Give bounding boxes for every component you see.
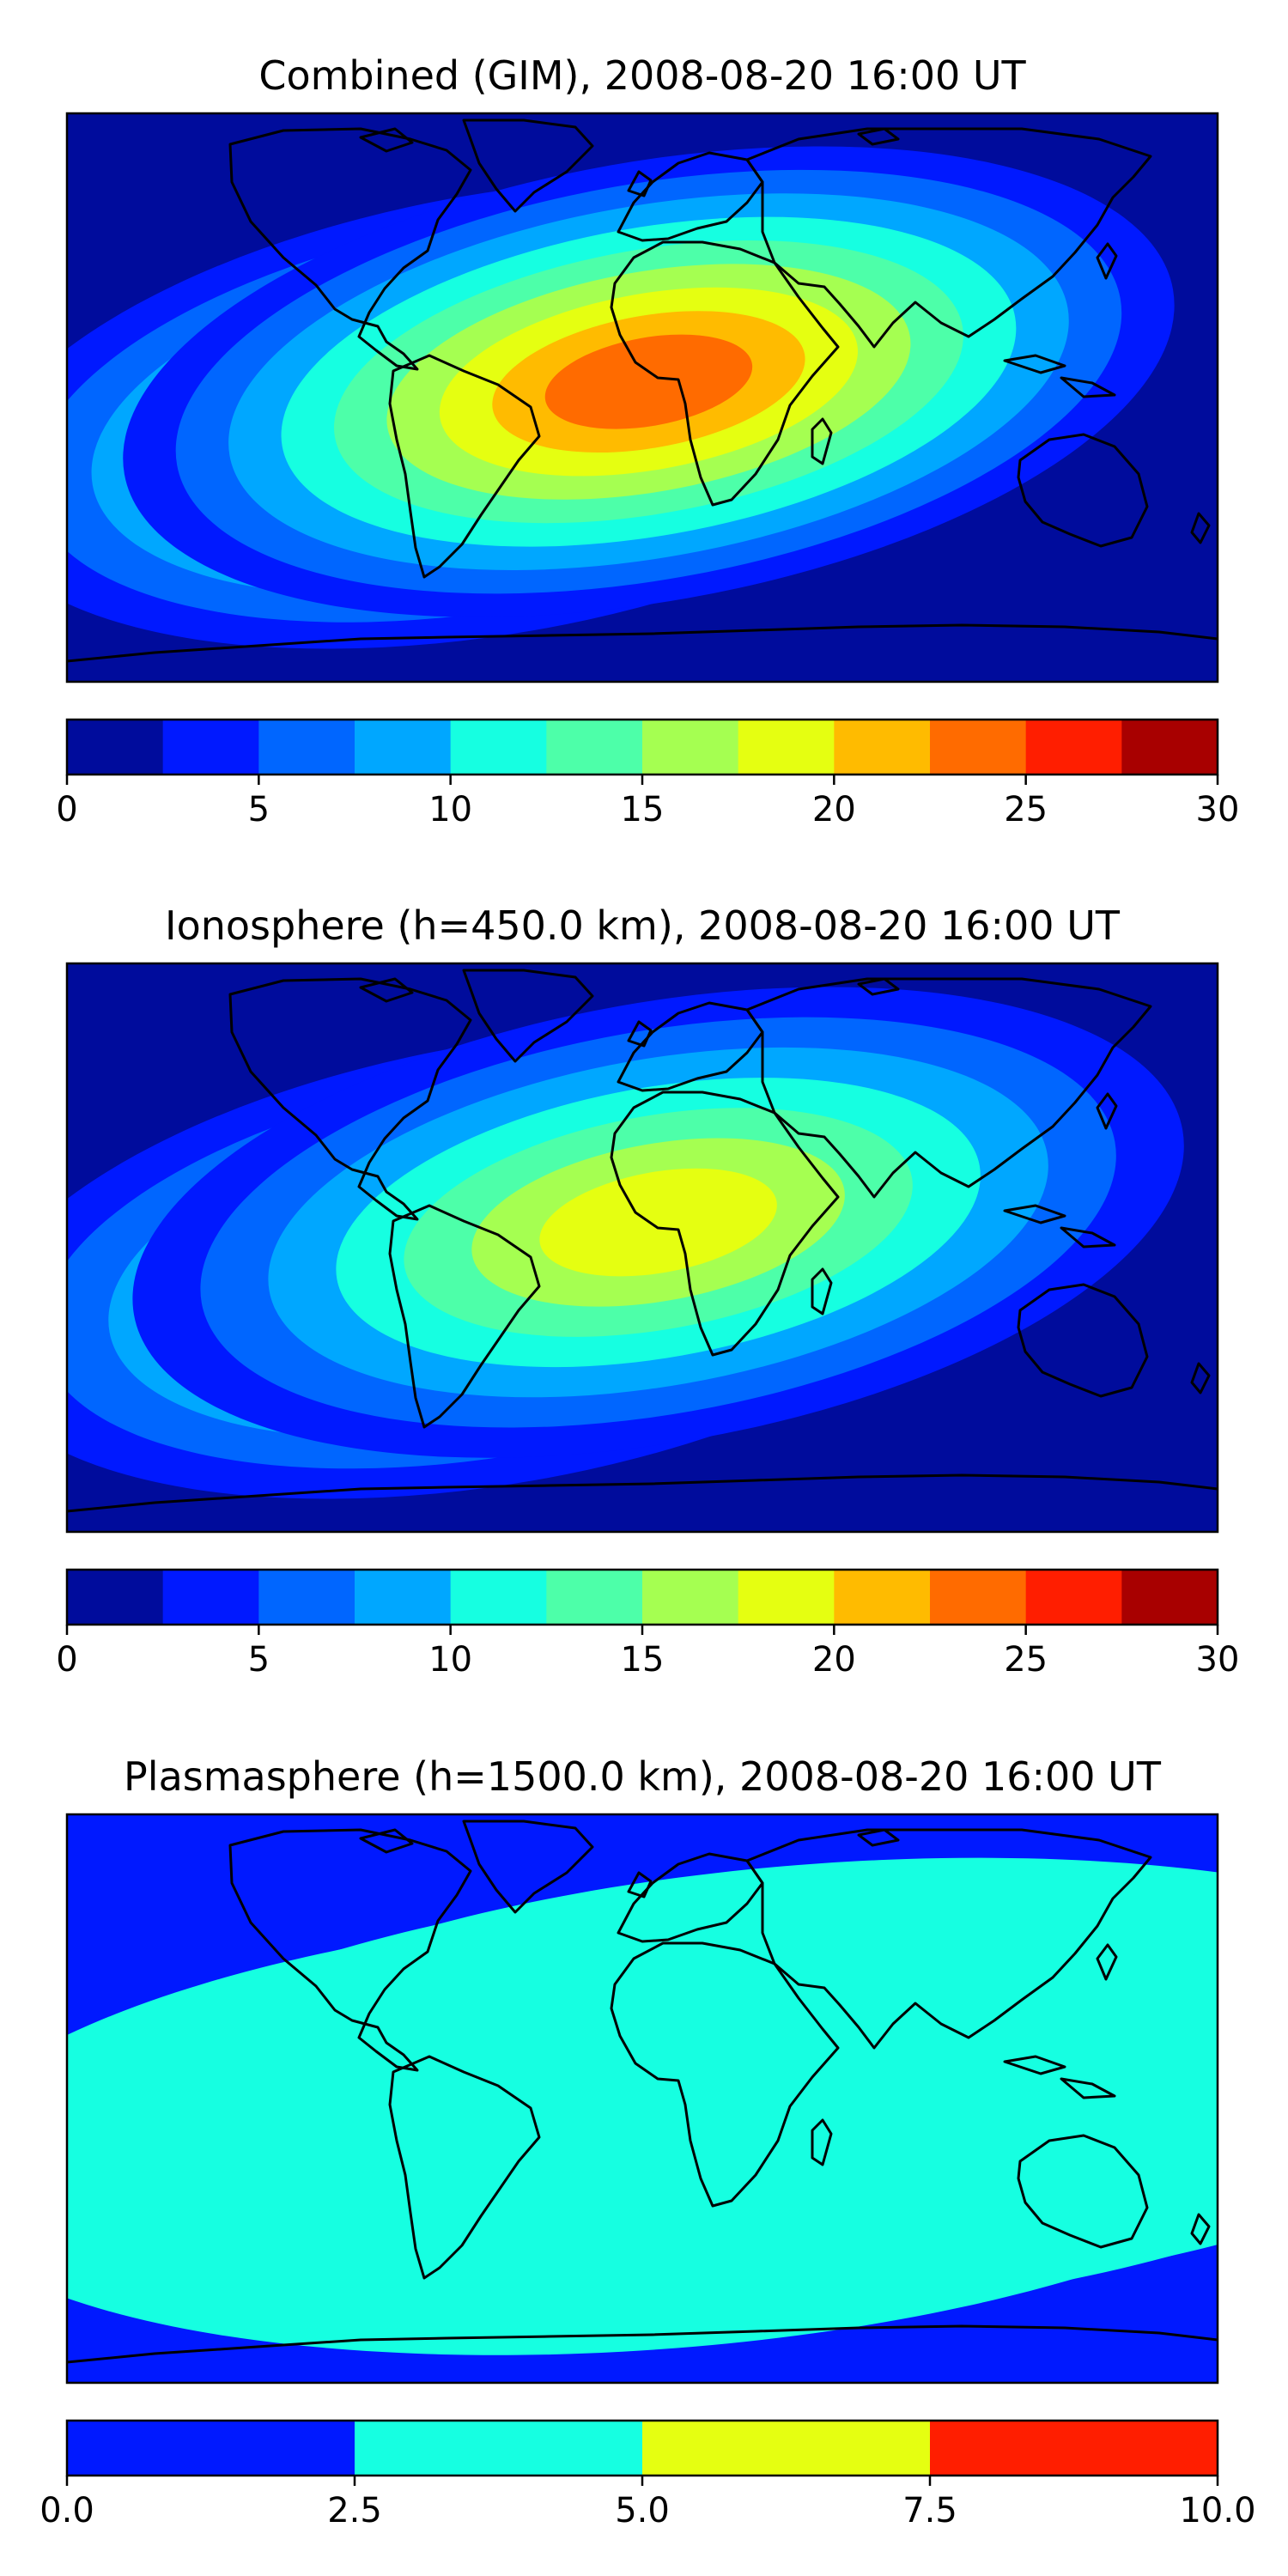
colorbar-segment — [738, 1570, 835, 1625]
colorbar-tick-label: 7.5 — [902, 2491, 957, 2530]
colorbar-segment — [355, 1570, 452, 1625]
colorbar-segment — [546, 1570, 643, 1625]
colorbar-segment — [642, 2421, 931, 2476]
panel-2: Plasmasphere (h=1500.0 km), 2008-08-20 1… — [39, 1753, 1256, 2530]
panel-title: Plasmasphere (h=1500.0 km), 2008-08-20 1… — [124, 1753, 1162, 1800]
panel-0: Combined (GIM), 2008-08-20 16:00 UT 0 5 10 1… — [56, 52, 1240, 829]
colorbar-tick-label: 10 — [428, 790, 472, 829]
colorbar-tick-label: 30 — [1196, 790, 1240, 829]
colorbar-segment — [930, 1570, 1027, 1625]
colorbar-segment — [642, 720, 739, 775]
colorbar-tick-label: 0.0 — [39, 2491, 94, 2530]
colorbar-tick-label: 5 — [248, 790, 270, 829]
panel-title: Combined (GIM), 2008-08-20 16:00 UT — [258, 52, 1026, 99]
colorbar-tick-label: 10.0 — [1179, 2491, 1255, 2530]
colorbar-tick-label: 0 — [56, 790, 77, 829]
map-frame — [65, 112, 1219, 683]
panel-title: Ionosphere (h=450.0 km), 2008-08-20 16:0… — [165, 902, 1121, 949]
colorbar-tick-label: 15 — [621, 1640, 665, 1680]
colorbar-segment — [1025, 720, 1122, 775]
colorbar-tick-label: 5 — [248, 1640, 270, 1680]
colorbar-segment — [162, 720, 259, 775]
map-area — [67, 963, 1218, 1532]
colorbar: 0 5 10 15 20 25 30 — [56, 1568, 1240, 1680]
colorbar-tick-label: 30 — [1196, 1640, 1240, 1680]
colorbar-tick-label: 5.0 — [615, 2491, 670, 2530]
map-frame — [65, 962, 1219, 1534]
colorbar: 0.0 2.5 5.0 7.5 10.0 — [39, 2419, 1256, 2530]
colorbar-tick-label: 10 — [428, 1640, 472, 1680]
colorbar-segment — [834, 720, 931, 775]
colorbar: 0 5 10 15 20 25 30 — [56, 718, 1240, 829]
colorbar-segment — [258, 1570, 355, 1625]
colorbar-segment — [1025, 1570, 1122, 1625]
colorbar-tick-label: 20 — [812, 790, 856, 829]
contour-band — [67, 1905, 1218, 2355]
colorbar-tick-label: 20 — [812, 1640, 856, 1680]
colorbar-segment — [355, 720, 452, 775]
colorbar-segment — [450, 1570, 547, 1625]
colorbar-segment — [930, 720, 1027, 775]
colorbar-segment — [450, 720, 547, 775]
colorbar-tick-label: 25 — [1004, 790, 1048, 829]
colorbar-segment — [67, 720, 164, 775]
colorbar-segment — [1121, 1570, 1218, 1625]
colorbar-tick-label: 2.5 — [327, 2491, 382, 2530]
colorbar-segment — [738, 720, 835, 775]
colorbar-segment — [642, 1570, 739, 1625]
contour-band — [544, 334, 753, 429]
colorbar-segment — [546, 720, 643, 775]
colorbar-segment — [67, 2421, 355, 2476]
colorbar-segment — [258, 720, 355, 775]
colorbar-tick-label: 15 — [621, 790, 665, 829]
colorbar-tick-label: 0 — [56, 1640, 77, 1680]
colorbar-segment — [1121, 720, 1218, 775]
colorbar-segment — [355, 2421, 643, 2476]
contour-band — [539, 1168, 777, 1277]
map-frame — [65, 1813, 1219, 2385]
colorbar-tick-label: 25 — [1004, 1640, 1048, 1680]
map-area — [67, 113, 1218, 682]
colorbar-segment — [930, 2421, 1218, 2476]
colorbar-segment — [834, 1570, 931, 1625]
panel-1: Ionosphere (h=450.0 km), 2008-08-20 16:0… — [56, 902, 1240, 1680]
colorbar-segment — [162, 1570, 259, 1625]
colorbar-segment — [67, 1570, 164, 1625]
map-area — [67, 1814, 1218, 2383]
